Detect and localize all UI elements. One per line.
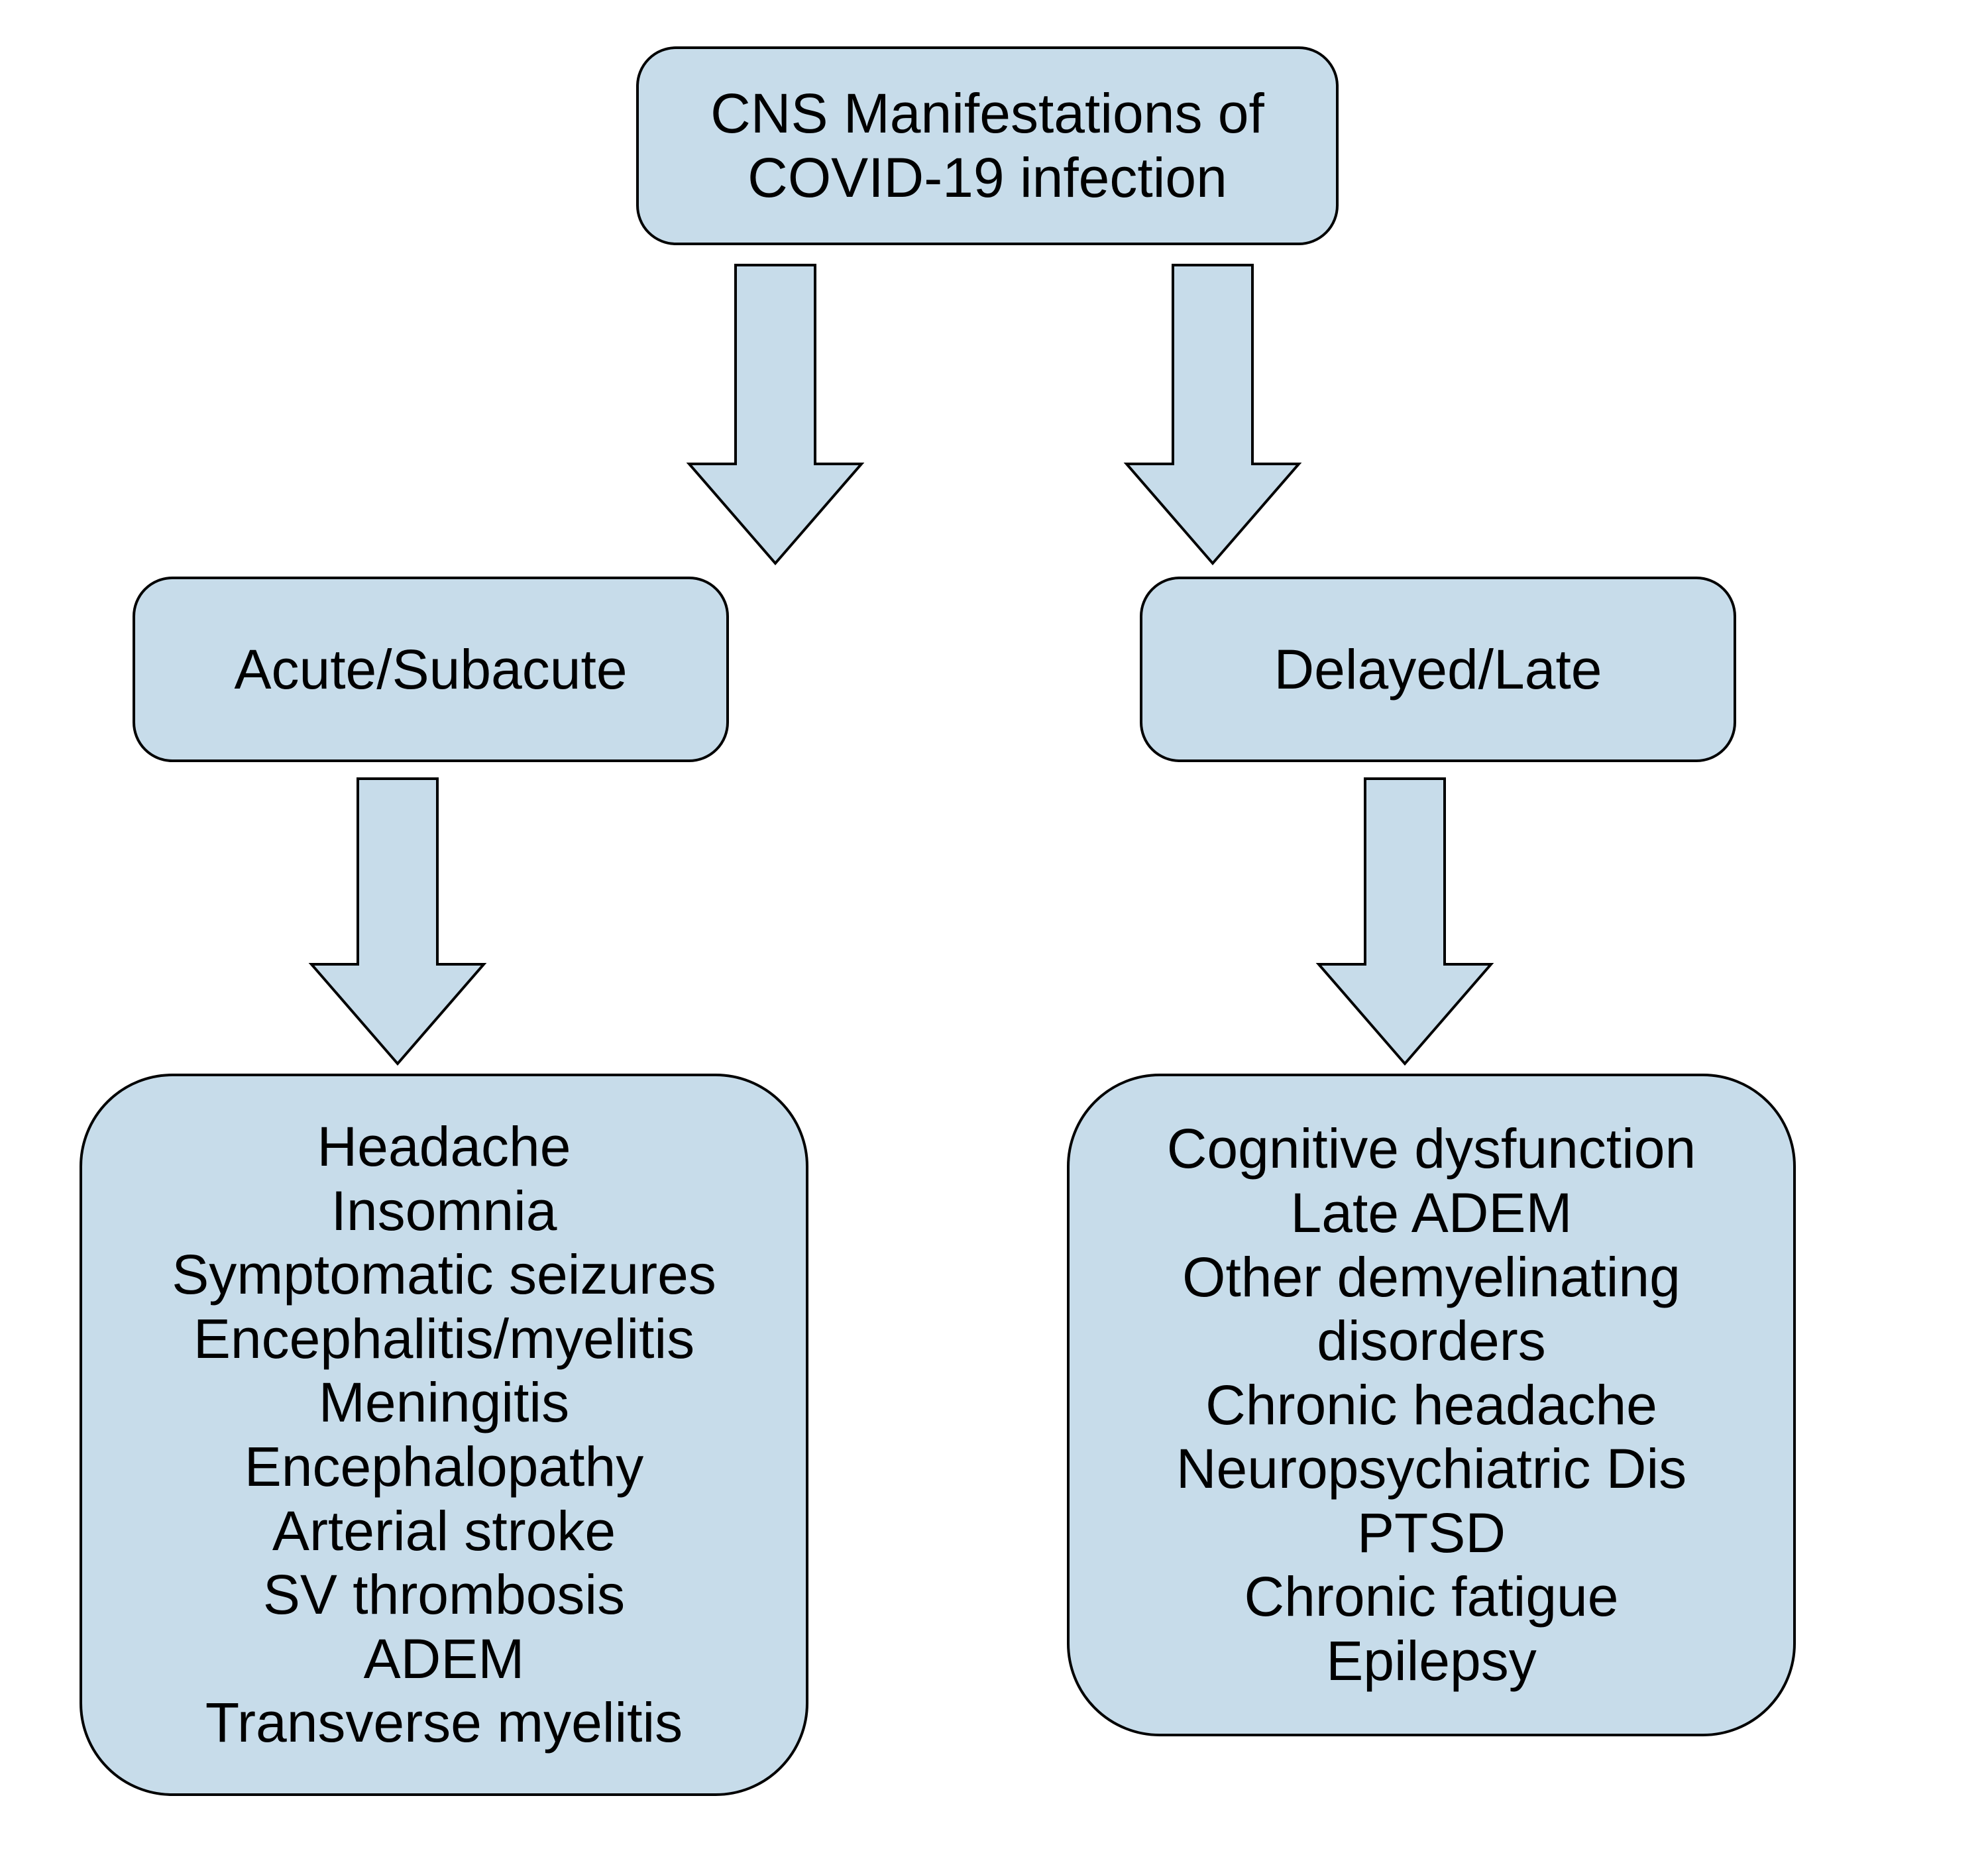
delayed-list-1: Late ADEM xyxy=(1291,1181,1573,1245)
acute-list-1: Insomnia xyxy=(331,1179,557,1243)
acute-list-7: SV thrombosis xyxy=(263,1563,625,1627)
node-root: CNS Manifestations of COVID-19 infection xyxy=(636,46,1339,245)
delayed-list-6: PTSD xyxy=(1357,1501,1506,1565)
delayed-list-3: disorders xyxy=(1317,1309,1545,1373)
node-acute-line-0: Acute/Subacute xyxy=(234,638,627,702)
delayed-list-8: Epilepsy xyxy=(1326,1629,1537,1693)
delayed-list-5: Neuropsychiatric Dis xyxy=(1176,1437,1686,1501)
acute-list-0: Headache xyxy=(317,1115,571,1179)
acute-list-9: Transverse myelitis xyxy=(205,1691,683,1755)
delayed-list-0: Cognitive dysfunction xyxy=(1167,1117,1696,1181)
acute-list-3: Encephalitis/myelitis xyxy=(193,1307,694,1371)
acute-list-4: Meningitis xyxy=(319,1371,569,1435)
node-acute: Acute/Subacute xyxy=(133,577,729,762)
acute-list-8: ADEM xyxy=(364,1627,525,1691)
node-delayed-line-0: Delayed/Late xyxy=(1274,638,1602,702)
arrow-root-to-acute xyxy=(689,265,861,563)
node-delayed: Delayed/Late xyxy=(1140,577,1736,762)
delayed-list-7: Chronic fatigue xyxy=(1244,1565,1619,1629)
node-root-line-0: CNS Manifestations of xyxy=(710,82,1264,146)
delayed-list-4: Chronic headache xyxy=(1205,1373,1657,1437)
arrow-delayed-to-list xyxy=(1319,779,1491,1064)
delayed-list-2: Other demyelinating xyxy=(1182,1245,1681,1310)
diagram-canvas: CNS Manifestations of COVID-19 infection… xyxy=(0,0,1988,1849)
acute-list-6: Arterial stroke xyxy=(272,1499,616,1563)
acute-list-5: Encephalopathy xyxy=(245,1435,643,1499)
node-acute-list: Headache Insomnia Symptomatic seizures E… xyxy=(80,1074,808,1796)
acute-list-2: Symptomatic seizures xyxy=(172,1243,716,1307)
arrow-root-to-delayed xyxy=(1127,265,1299,563)
node-root-line-1: COVID-19 infection xyxy=(747,146,1227,210)
node-delayed-list: Cognitive dysfunction Late ADEM Other de… xyxy=(1067,1074,1796,1736)
arrow-acute-to-list xyxy=(311,779,484,1064)
